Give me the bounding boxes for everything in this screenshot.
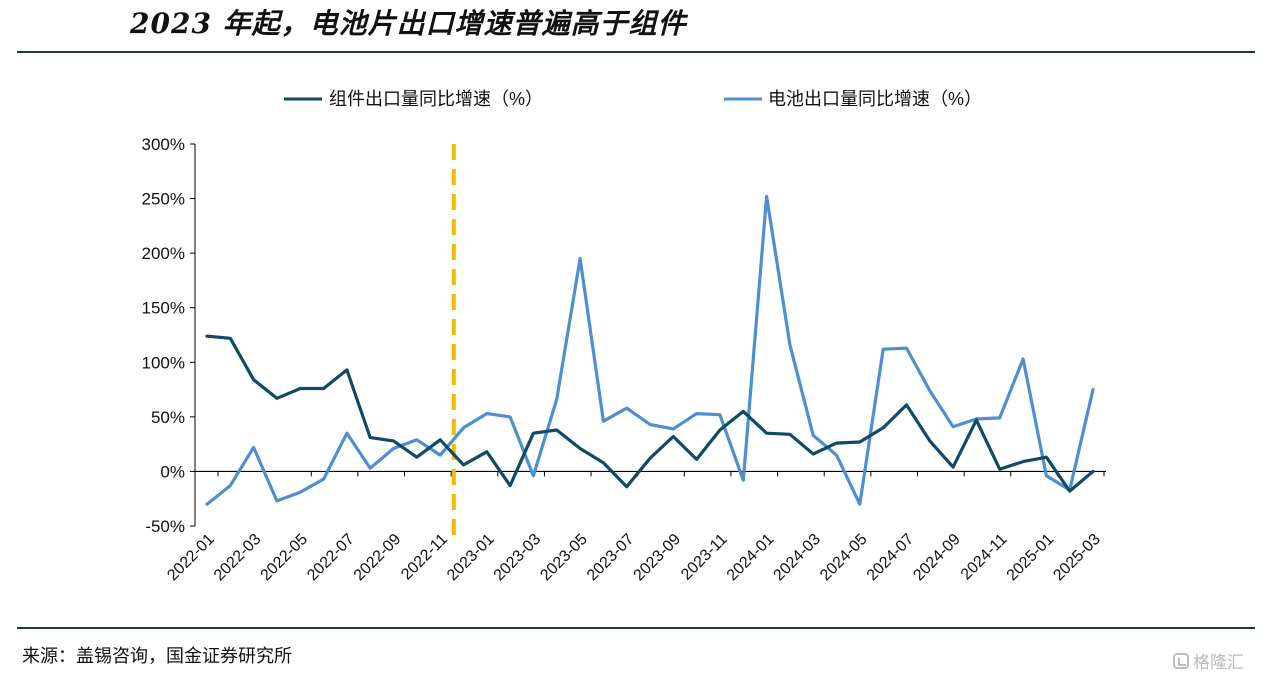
x-tick-label: 2024-11 <box>958 531 1011 584</box>
x-tick-label: 2022-11 <box>398 531 451 584</box>
y-tick-label: 250% <box>142 190 185 209</box>
x-tick-label: 2023-01 <box>444 531 498 585</box>
x-tick-label: 2023-11 <box>678 531 731 584</box>
header-divider <box>17 51 1255 53</box>
x-tick-label: 2023-03 <box>491 531 545 585</box>
x-tick-label: 2023-09 <box>631 531 685 585</box>
x-tick-label: 2024-01 <box>724 531 778 585</box>
source-note: 来源：盖锡咨询，国金证券研究所 <box>22 646 292 667</box>
y-tick-label: 300% <box>142 135 185 154</box>
y-tick-label: 50% <box>151 408 185 427</box>
x-tick-label: 2025-03 <box>1050 531 1104 585</box>
x-tick-label: 2022-07 <box>304 531 358 585</box>
y-tick-label: 200% <box>142 244 185 263</box>
watermark-logo-icon <box>1173 652 1189 669</box>
x-tick-label: 2024-05 <box>817 531 871 585</box>
series-group <box>205 194 1095 506</box>
y-tick-label: 0% <box>160 462 185 481</box>
x-tick-label: 2024-07 <box>864 531 918 585</box>
x-tick-label: 2023-05 <box>537 531 591 585</box>
page-title: 2023 年起，电池片出口增速普遍高于组件 <box>130 7 687 40</box>
x-tick-label: 2022-03 <box>211 531 265 585</box>
watermark-text: 格隆汇 <box>1193 653 1244 673</box>
x-tick-label: 2024-03 <box>770 531 824 585</box>
axes: -50%0%50%100%150%200%250%300%2022-012022… <box>142 135 1106 584</box>
y-tick-label: 150% <box>142 299 185 318</box>
series-line-cells <box>205 194 1095 506</box>
x-tick-label: 2022-05 <box>258 531 312 585</box>
y-tick-label: 100% <box>142 353 185 372</box>
legend: 组件出口量同比增速（%） 电池出口量同比增速（%） <box>284 89 982 109</box>
legend-label-cells: 电池出口量同比增速（%） <box>768 89 982 109</box>
x-tick-label: 2022-09 <box>351 531 405 585</box>
x-tick-label: 2025-01 <box>1004 531 1058 585</box>
footer-divider <box>17 627 1255 629</box>
legend-label-modules: 组件出口量同比增速（%） <box>329 89 543 109</box>
line-chart: 组件出口量同比增速（%） 电池出口量同比增速（%） -50% 0% 50% 100% 1… <box>142 89 1106 584</box>
y-tick-label: -50% <box>145 517 185 536</box>
series-line-modules <box>205 334 1095 493</box>
x-tick-label: 2022-01 <box>164 531 218 585</box>
watermark: 格隆汇 <box>1173 648 1244 673</box>
x-tick-label: 2024-09 <box>910 531 964 585</box>
x-tick-label: 2023-07 <box>584 531 638 585</box>
